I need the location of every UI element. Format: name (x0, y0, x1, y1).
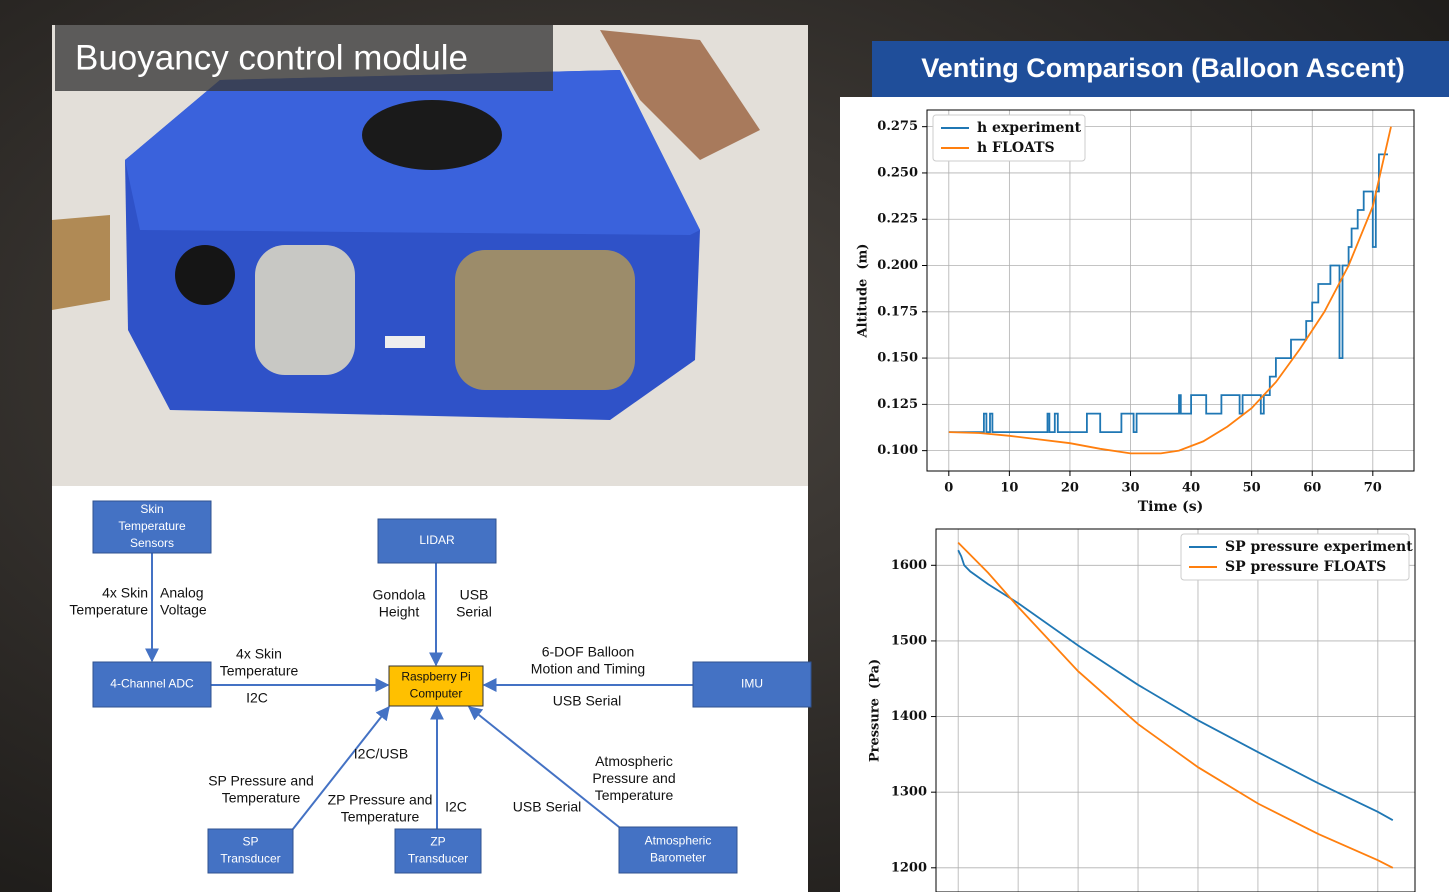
x-tick-label: 40 (1182, 481, 1200, 496)
edge-label: I2C/USB (354, 746, 408, 762)
legend-label: SP pressure experiment (1225, 539, 1413, 555)
y-tick-label: 1200 (891, 860, 927, 875)
y-tick-label: 1500 (891, 633, 927, 648)
x-tick-label: 20 (1061, 481, 1079, 496)
y-axis-label: Pressure (Pa) (868, 659, 883, 762)
node-label: LIDAR (419, 533, 455, 547)
x-tick-label: 10 (1000, 481, 1018, 496)
y-tick-label: 0.150 (877, 351, 918, 366)
edge-label: USB Serial (513, 799, 581, 815)
y-tick-label: 1400 (891, 709, 927, 724)
y-tick-label: 0.125 (877, 397, 918, 412)
x-axis-label: Time (s) (1138, 499, 1203, 515)
y-tick-label: 0.275 (877, 119, 918, 134)
slide: Buoyancy control module Venting Comparis… (0, 0, 1449, 892)
x-tick-label: 0 (944, 481, 953, 496)
legend-label: h experiment (977, 120, 1082, 136)
x-tick-label: 30 (1121, 481, 1139, 496)
x-tick-label: 50 (1243, 481, 1261, 496)
y-tick-label: 1600 (891, 558, 927, 573)
photo-caption: Buoyancy control module (75, 38, 468, 77)
y-tick-label: 0.200 (877, 258, 918, 273)
legend-label: h FLOATS (977, 140, 1055, 156)
y-tick-label: 0.100 (877, 443, 918, 458)
y-tick-label: 1300 (891, 785, 927, 800)
x-tick-label: 60 (1303, 481, 1321, 496)
panel-title: Venting Comparison (Balloon Ascent) (921, 53, 1405, 83)
photo (52, 25, 808, 486)
y-tick-label: 0.225 (877, 212, 918, 227)
x-tick-label: 70 (1364, 481, 1382, 496)
y-tick-label: 0.250 (877, 165, 918, 180)
edge-label: USB Serial (553, 693, 621, 709)
legend-label: SP pressure FLOATS (1225, 559, 1386, 575)
edge-label: I2C (246, 690, 268, 706)
y-tick-label: 0.175 (877, 304, 918, 319)
node-label: IMU (741, 677, 763, 691)
node-label: 4-Channel ADC (110, 677, 194, 691)
y-axis-label: Altitude (m) (856, 244, 871, 339)
edge-label: I2C (445, 799, 467, 815)
page: Buoyancy control module Venting Comparis… (0, 0, 1449, 892)
